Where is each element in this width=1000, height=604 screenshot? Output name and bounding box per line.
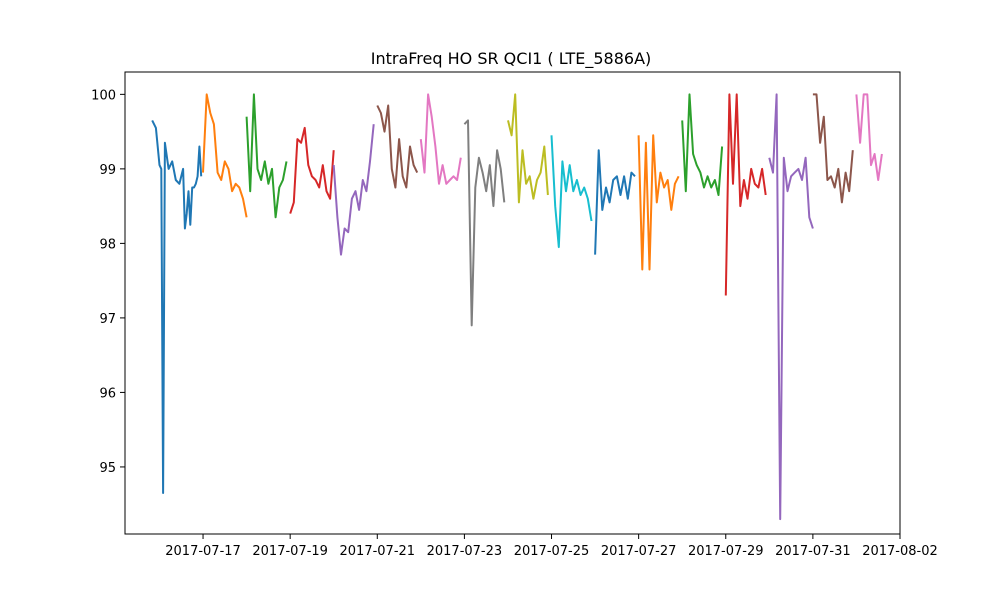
series-line-15 — [768, 93, 814, 521]
series-line-14 — [724, 93, 767, 296]
plot-frame — [124, 71, 901, 535]
x-tick-label: 2017-07-29 — [688, 544, 764, 559]
series-line-17 — [855, 93, 883, 181]
y-tick-label: 97 — [99, 312, 116, 327]
series-line-16 — [812, 93, 854, 204]
series-line-13 — [681, 93, 724, 196]
series-line-8 — [463, 119, 506, 327]
series-layer — [151, 93, 883, 521]
series-line-11 — [594, 149, 636, 255]
x-tick-label: 2017-07-25 — [514, 544, 590, 559]
y-tick-label: 95 — [99, 461, 116, 476]
y-tick-label: 99 — [99, 163, 116, 178]
series-line-5 — [332, 124, 375, 256]
series-line-7 — [419, 93, 462, 185]
series-line-3 — [245, 93, 288, 219]
series-line-12 — [637, 134, 680, 271]
x-tick-label: 2017-07-17 — [165, 544, 241, 559]
series-line-10 — [550, 135, 593, 249]
x-axis: 2017-07-17 2017-07-19 2017-07-21 2017-07-23… — [165, 534, 938, 559]
series-line-2 — [202, 93, 248, 218]
x-tick-label: 2017-07-21 — [340, 544, 416, 559]
y-axis: 95 96 97 98 99 100 — [91, 88, 125, 476]
series-line-1 — [151, 119, 203, 494]
series-line-9 — [507, 93, 549, 204]
x-tick-label: 2017-07-19 — [252, 544, 328, 559]
x-tick-label: 2017-07-23 — [427, 544, 503, 559]
x-tick-label: 2017-07-31 — [775, 544, 851, 559]
series-line-4 — [289, 126, 335, 214]
x-tick-label: 2017-08-02 — [862, 544, 938, 559]
y-tick-label: 96 — [99, 386, 116, 401]
series-line-6 — [376, 104, 419, 189]
y-tick-label: 100 — [91, 88, 116, 103]
y-tick-label: 98 — [99, 237, 116, 252]
chart-title: IntraFreq HO SR QCI1 ( LTE_5886A) — [371, 49, 652, 69]
x-tick-label: 2017-07-27 — [601, 544, 677, 559]
